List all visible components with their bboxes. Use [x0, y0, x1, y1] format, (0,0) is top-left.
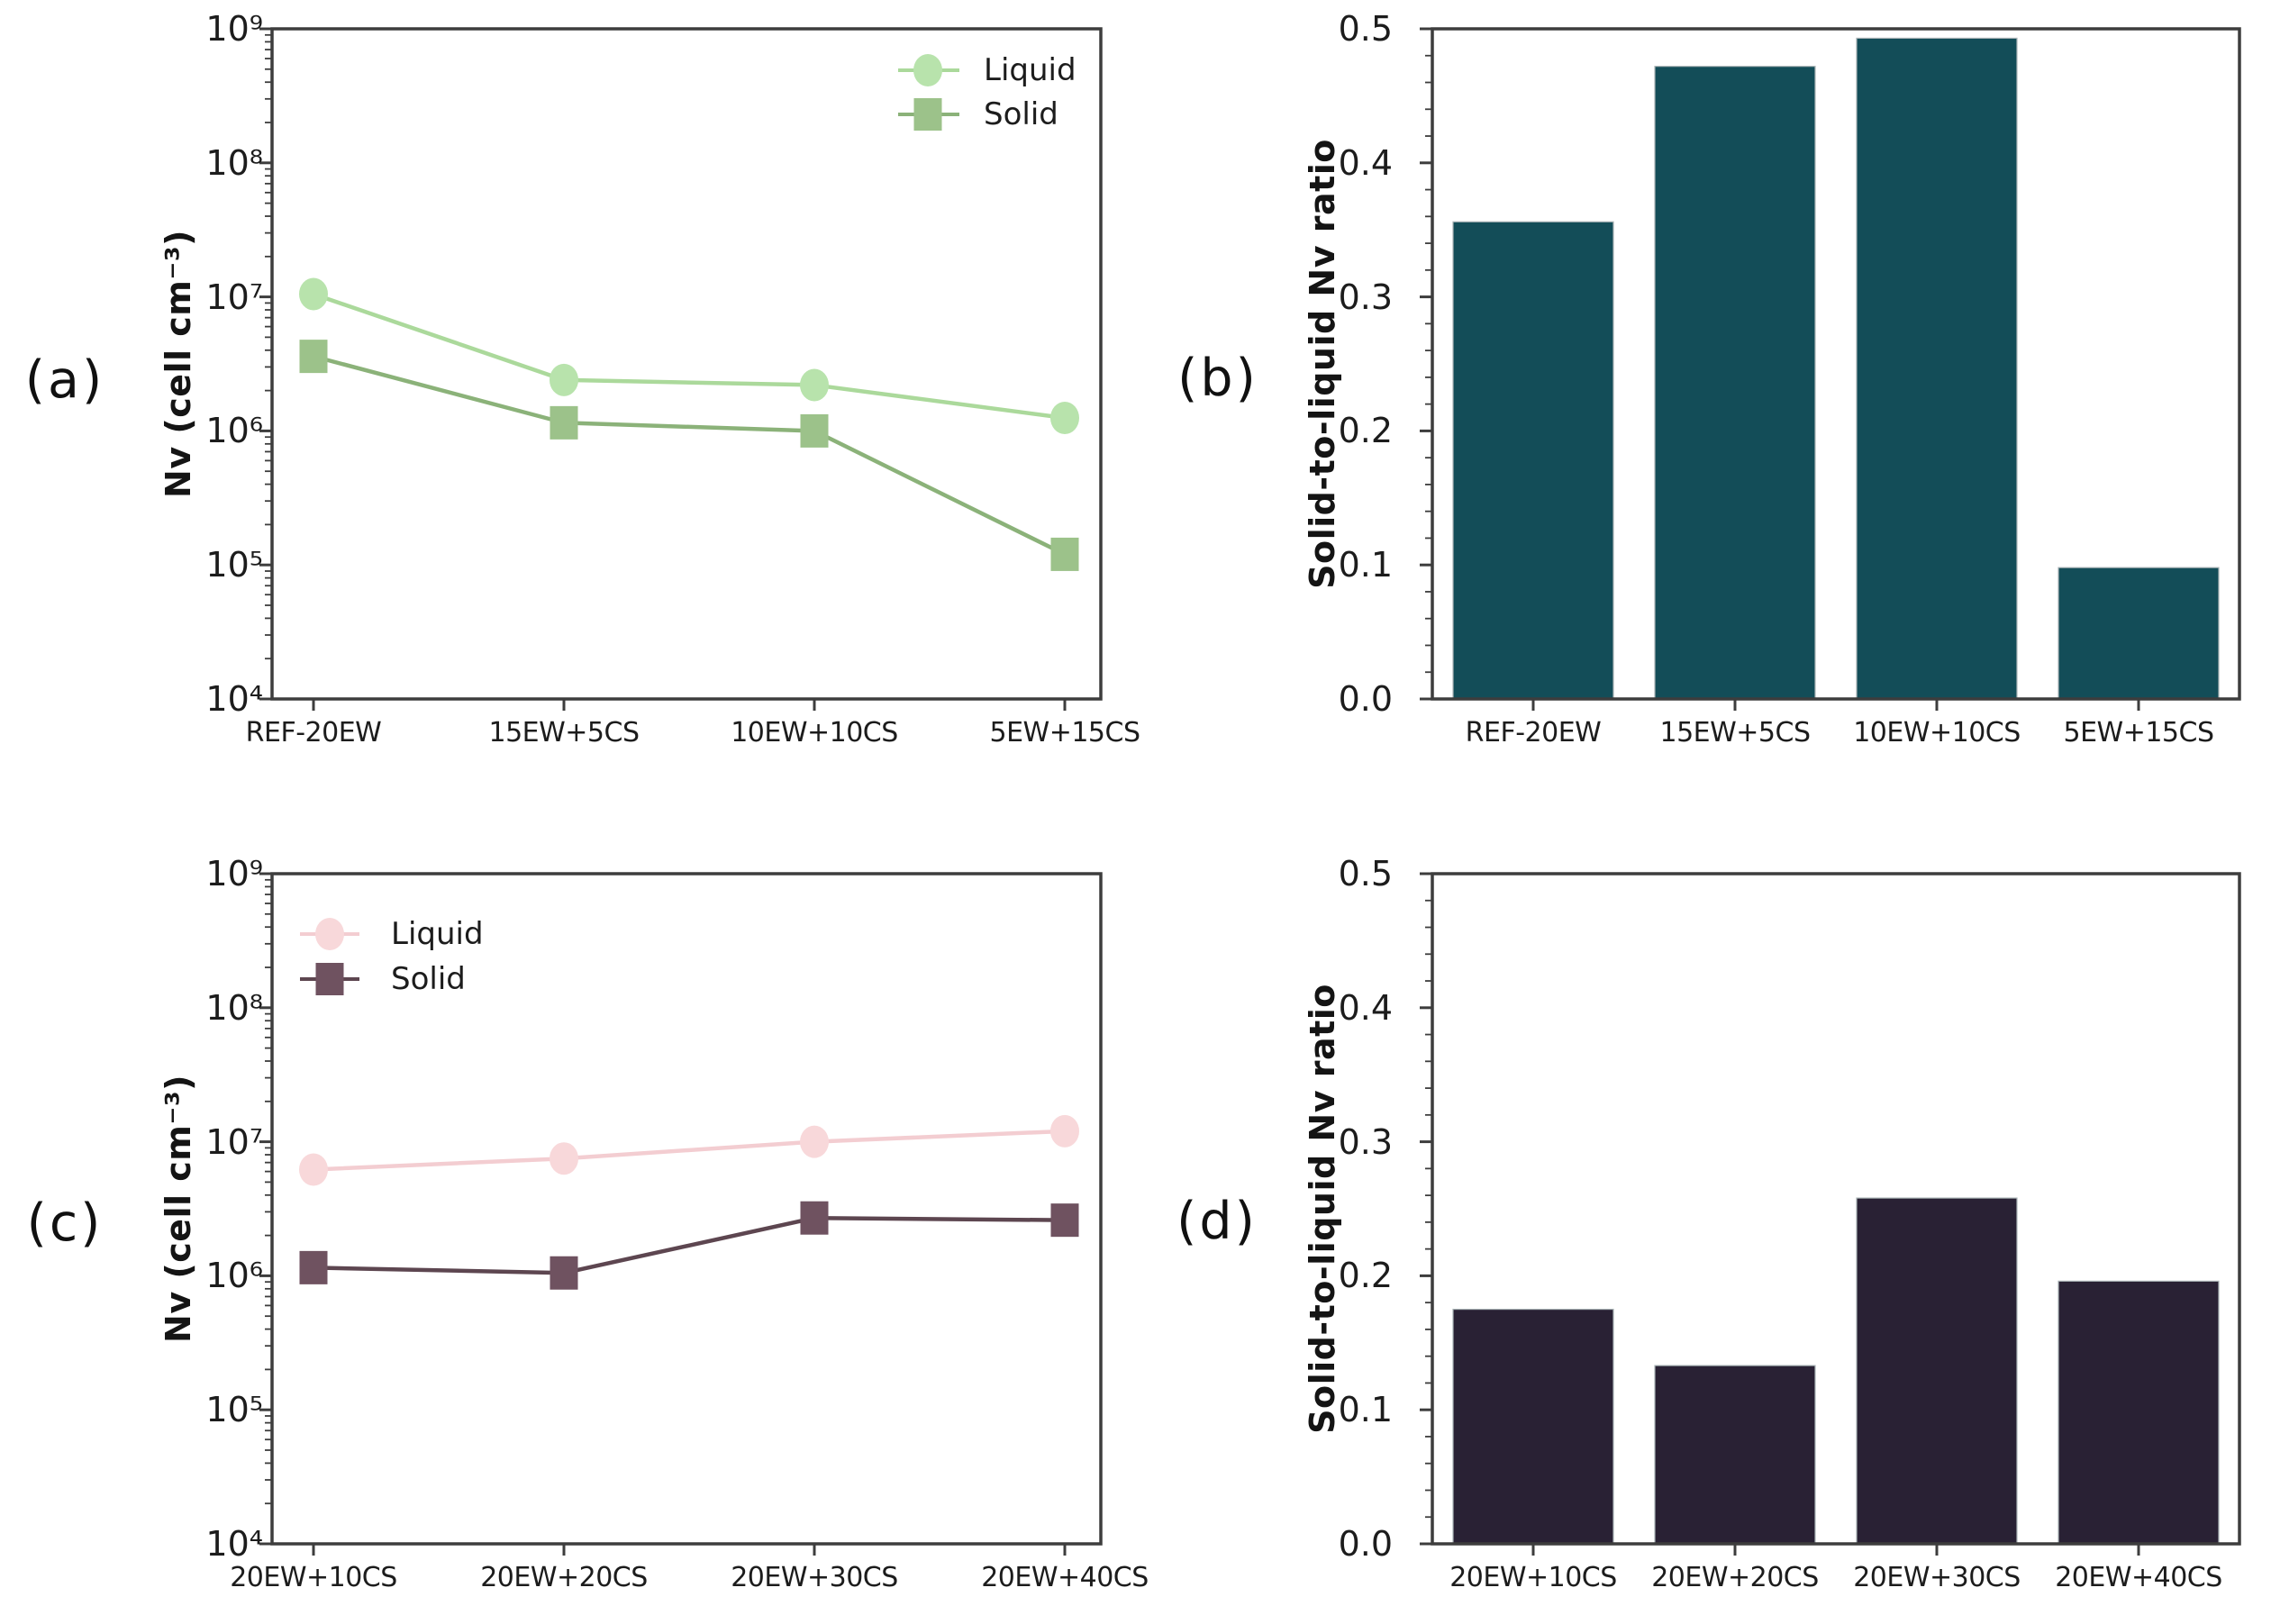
- y-tick-label-c-4: 10⁸: [205, 987, 263, 1028]
- marker-solid-a-1: [550, 405, 578, 440]
- legend-label-a-liquid: Liquid: [984, 52, 1076, 88]
- marker-solid-a-0: [299, 340, 328, 374]
- legend-marker-circle-a: [913, 54, 942, 86]
- marker-solid-a-3: [1050, 537, 1079, 571]
- x-tick-label-a-3: 5EW+15CS: [989, 717, 1140, 748]
- x-tick-label-d-2: 20EW+30CS: [1853, 1562, 2021, 1593]
- bar-d-2: [1856, 1197, 2018, 1545]
- y-axis-label-d: Solid-to-liquid Nv ratio: [1303, 984, 1342, 1434]
- y-tick-label-b-1: 0.1: [1338, 545, 1393, 585]
- marker-liquid-a-1: [550, 363, 578, 396]
- y-tick-label-a-2: 10⁶: [205, 411, 263, 451]
- y-tick-label-d-5: 0.5: [1338, 854, 1393, 894]
- bar-d-3: [2058, 1280, 2220, 1545]
- y-axis-label-b: Solid-to-liquid Nv ratio: [1303, 139, 1342, 589]
- y-tick-label-a-5: 10⁹: [205, 9, 263, 49]
- legend-marker-circle-c: [315, 918, 344, 950]
- y-tick-label-a-0: 10⁴: [205, 679, 263, 719]
- marker-liquid-c-0: [299, 1153, 328, 1186]
- bar-b-1: [1654, 66, 1816, 700]
- legend-label-a-solid: Solid: [984, 96, 1058, 132]
- x-tick-label-d-1: 20EW+20CS: [1651, 1562, 1819, 1593]
- plot-frame-c: [270, 872, 1103, 1546]
- series-line-liquid-a: [313, 292, 1066, 421]
- x-tick-label-c-3: 20EW+40CS: [981, 1562, 1149, 1593]
- marker-liquid-a-0: [299, 277, 328, 311]
- x-tick-label-b-2: 10EW+10CS: [1853, 717, 2021, 748]
- panel-letter-b: (b): [1177, 349, 1258, 408]
- y-tick-label-a-4: 10⁸: [205, 142, 263, 183]
- y-tick-label-c-1: 10⁵: [205, 1390, 263, 1430]
- x-tick-label-a-2: 10EW+10CS: [731, 717, 898, 748]
- marker-liquid-a-2: [800, 368, 829, 402]
- x-tick-label-a-0: REF-20EW: [245, 717, 382, 748]
- x-tick-label-c-1: 20EW+20CS: [480, 1562, 648, 1593]
- bar-d-1: [1654, 1365, 1816, 1545]
- y-tick-label-d-3: 0.3: [1338, 1121, 1393, 1162]
- x-tick-label-c-2: 20EW+30CS: [731, 1562, 898, 1593]
- legend-marker-square-a: [913, 98, 942, 131]
- series-line-liquid-c: [313, 1129, 1066, 1172]
- marker-solid-c-0: [299, 1250, 328, 1284]
- legend-marker-square-c: [315, 963, 344, 995]
- marker-liquid-c-2: [800, 1125, 829, 1158]
- series-line-solid-c: [313, 1215, 1066, 1275]
- marker-liquid-c-1: [550, 1142, 578, 1175]
- legend-label-c-liquid: Liquid: [391, 916, 484, 952]
- x-tick-label-a-1: 15EW+5CS: [488, 717, 640, 748]
- y-tick-label-d-1: 0.1: [1338, 1390, 1393, 1430]
- y-axis-label-a: Nv (cell cm⁻³): [159, 230, 198, 498]
- bar-b-3: [2058, 567, 2220, 700]
- plot-frame-b: [1431, 27, 2241, 701]
- marker-solid-c-2: [800, 1201, 829, 1235]
- marker-liquid-a-3: [1050, 401, 1079, 434]
- x-tick-label-d-3: 20EW+40CS: [2055, 1562, 2222, 1593]
- legend-label-c-solid: Solid: [391, 961, 466, 997]
- y-tick-label-b-4: 0.4: [1338, 142, 1393, 183]
- x-tick-label-d-0: 20EW+10CS: [1449, 1562, 1617, 1593]
- y-axis-label-c: Nv (cell cm⁻³): [159, 1075, 198, 1343]
- series-line-solid-a: [313, 354, 1066, 557]
- y-tick-label-c-2: 10⁶: [205, 1256, 263, 1296]
- y-tick-label-d-4: 0.4: [1338, 987, 1393, 1028]
- plot-frame-a: [270, 27, 1103, 701]
- y-tick-label-c-0: 10⁴: [205, 1524, 263, 1564]
- bar-b-0: [1452, 221, 1614, 700]
- x-tick-label-b-1: 15EW+5CS: [1659, 717, 1811, 748]
- y-tick-label-c-3: 10⁷: [205, 1121, 263, 1162]
- x-tick-label-b-0: REF-20EW: [1465, 717, 1602, 748]
- y-tick-label-d-0: 0.0: [1338, 1524, 1393, 1564]
- plot-frame-d: [1431, 872, 2241, 1546]
- panel-letter-c: (c): [26, 1193, 104, 1253]
- panel-letter-d: (d): [1176, 1192, 1258, 1251]
- bar-b-2: [1856, 37, 2018, 700]
- y-tick-label-a-3: 10⁷: [205, 277, 263, 317]
- y-tick-label-a-1: 10⁵: [205, 545, 263, 585]
- y-tick-label-b-3: 0.3: [1338, 277, 1393, 317]
- x-tick-label-b-3: 5EW+15CS: [2063, 717, 2214, 748]
- y-tick-label-b-5: 0.5: [1338, 9, 1393, 49]
- marker-solid-a-2: [800, 413, 829, 448]
- y-tick-label-c-5: 10⁹: [205, 854, 263, 894]
- x-tick-label-c-0: 20EW+10CS: [230, 1562, 397, 1593]
- y-tick-label-b-2: 0.2: [1338, 411, 1393, 451]
- y-tick-label-b-0: 0.0: [1338, 679, 1393, 719]
- marker-liquid-c-3: [1050, 1114, 1079, 1148]
- panel-letter-a: (a): [24, 350, 105, 410]
- y-tick-label-d-2: 0.2: [1338, 1256, 1393, 1296]
- bar-d-0: [1452, 1308, 1614, 1545]
- marker-solid-c-3: [1050, 1203, 1079, 1238]
- marker-solid-c-1: [550, 1256, 578, 1290]
